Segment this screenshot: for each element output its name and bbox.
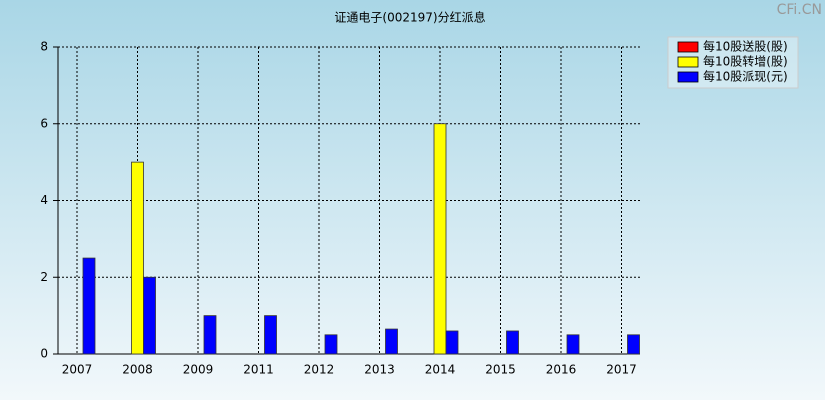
x-tick-label: 2009 [183,363,214,377]
x-tick-label: 2014 [425,363,456,377]
legend-swatch [677,41,699,53]
x-tick-label: 2007 [62,363,93,377]
bar [506,330,519,355]
y-tick-label: 8 [40,40,48,54]
y-tick-label: 4 [40,193,48,207]
x-tick-label: 2012 [304,363,335,377]
bar [385,328,398,355]
y-tick-label: 6 [40,116,48,130]
x-tick-label: 2015 [485,363,516,377]
bar [131,161,144,355]
bar [324,334,338,355]
x-tick-label: 2016 [546,363,577,377]
watermark: CFi.CN [777,2,822,18]
bar [445,330,459,355]
bar [627,334,640,355]
bar [433,123,447,355]
x-tick-label: 2017 [606,363,637,377]
x-tick-label: 2013 [364,363,395,377]
bar [203,315,217,355]
legend-label: 每10股转增(股) [703,54,788,69]
legend-swatch [677,56,699,68]
y-tick-label: 0 [40,347,48,361]
bar [82,257,96,355]
legend-label: 每10股派现(元) [703,69,788,84]
bar [566,334,580,355]
y-tick-label: 2 [40,270,48,284]
bar [264,315,277,355]
legend-label: 每10股送股(股) [703,39,788,54]
legend-swatch [677,71,699,83]
x-tick-label: 2011 [243,363,274,377]
bar [143,276,156,355]
chart-title: 证通电子(002197)分红派息 [334,10,485,25]
x-tick-label: 2008 [122,363,153,377]
